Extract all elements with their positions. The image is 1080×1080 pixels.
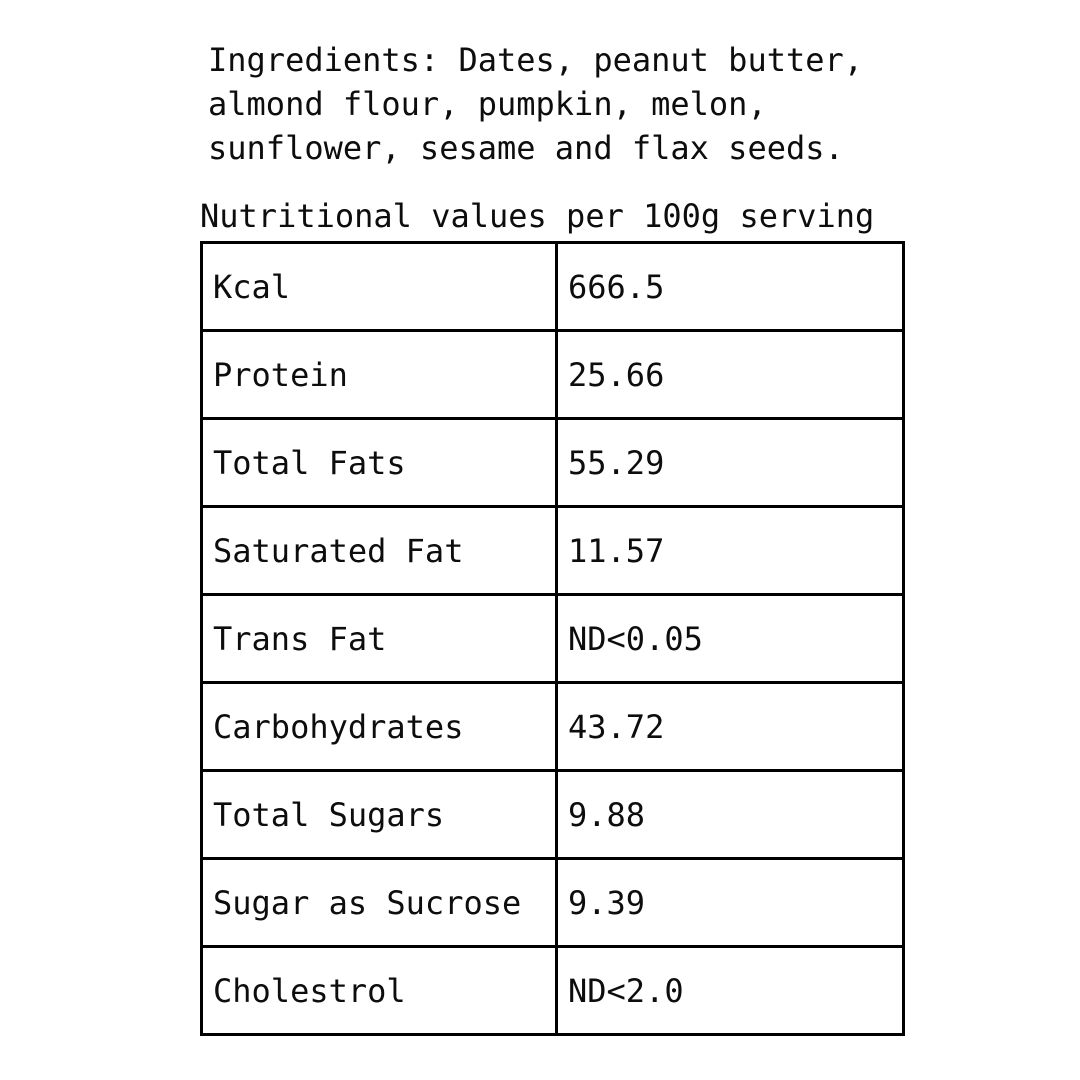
- nutrition-table: Kcal 666.5 Protein 25.66 Total Fats 55.29 Satu…: [200, 241, 905, 1036]
- table-row: Cholestrol ND<2.0: [200, 945, 905, 1036]
- ingredients-text: Ingredients: Dates, peanut butter, almon…: [208, 41, 864, 167]
- nutrient-value: 9.39: [555, 857, 905, 948]
- nutrient-value: 11.57: [555, 505, 905, 596]
- nutrient-label: Saturated Fat: [200, 505, 558, 596]
- nutrient-value: 25.66: [555, 329, 905, 420]
- nutrient-value: 666.5: [555, 241, 905, 332]
- nutrition-table-title: Nutritional values per 100g serving: [200, 197, 875, 235]
- nutrient-label: Total Sugars: [200, 769, 558, 860]
- nutrient-value: 9.88: [555, 769, 905, 860]
- nutrient-value: ND<2.0: [555, 945, 905, 1036]
- nutrient-value: 43.72: [555, 681, 905, 772]
- nutrient-value: 55.29: [555, 417, 905, 508]
- table-row: Sugar as Sucrose 9.39: [200, 857, 905, 948]
- nutrient-label: Kcal: [200, 241, 558, 332]
- table-row: Kcal 666.5: [200, 241, 905, 332]
- nutrient-label: Sugar as Sucrose: [200, 857, 558, 948]
- nutrient-label: Total Fats: [200, 417, 558, 508]
- table-row: Trans Fat ND<0.05: [200, 593, 905, 684]
- nutrient-label: Carbohydrates: [200, 681, 558, 772]
- nutrient-value: ND<0.05: [555, 593, 905, 684]
- table-row: Carbohydrates 43.72: [200, 681, 905, 772]
- nutrient-label: Cholestrol: [200, 945, 558, 1036]
- table-row: Total Sugars 9.88: [200, 769, 905, 860]
- nutrition-table-body: Kcal 666.5 Protein 25.66 Total Fats 55.29 Satu…: [200, 241, 905, 1036]
- table-row: Saturated Fat 11.57: [200, 505, 905, 596]
- nutrient-label: Trans Fat: [200, 593, 558, 684]
- table-row: Total Fats 55.29: [200, 417, 905, 508]
- table-row: Protein 25.66: [200, 329, 905, 420]
- nutrient-label: Protein: [200, 329, 558, 420]
